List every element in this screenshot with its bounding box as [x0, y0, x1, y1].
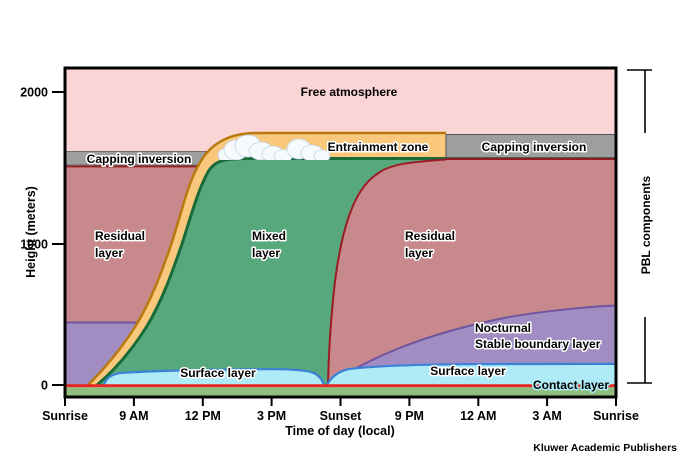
mixed-layer-label-line2: layer: [252, 246, 280, 260]
x-axis-ticks: [64, 398, 617, 406]
pbl-bracket-lines: [627, 69, 652, 384]
evening-boundary-curve: [327, 158, 447, 386]
capping-inversion-left-label: Capping inversion: [87, 152, 192, 166]
y-axis-ticks: [52, 91, 64, 386]
nocturnal-label-line1: Nocturnal: [475, 321, 531, 335]
mixed-layer-top-line: [96, 157, 446, 387]
free-atmosphere-label: Free atmosphere: [301, 85, 398, 99]
y-axis-label: Height (meters): [24, 186, 38, 278]
y-tick-2000: 2000: [20, 86, 48, 100]
stable-layer-topline: [329, 304, 616, 386]
residual-layer-right-label-line2: layer: [405, 246, 433, 260]
surface-layer-day-label: Surface layer: [180, 366, 256, 380]
x-axis-label: Time of day (local): [285, 424, 395, 438]
mixed-layer-region: [97, 158, 446, 385]
capping-inversion-right-bar: [445, 134, 616, 158]
entrainment-zone-label: Entrainment zone: [328, 140, 429, 154]
x-tick-3pm: 3 PM: [257, 409, 286, 423]
surface-layer-night-topline: [326, 362, 616, 386]
publisher-credit: Kluwer Academic Publishers: [533, 442, 677, 454]
x-tick-12pm: 12 PM: [185, 409, 221, 423]
pbl-components-label: PBL components: [639, 175, 653, 274]
y-tick-1000: 1000: [20, 238, 48, 252]
residual-layer-right-label-line1: Residual: [405, 229, 455, 243]
surface-layer-night-region: [327, 363, 616, 385]
plot-frame: [63, 66, 618, 399]
x-tick-sunset: Sunset: [320, 409, 363, 423]
x-tick-sunrise-am: Sunrise: [42, 409, 88, 423]
x-tick-9am: 9 AM: [119, 409, 148, 423]
capping-inversion-right-label: Capping inversion: [482, 140, 587, 154]
stable-layer-left-region: [65, 322, 137, 385]
x-tick-9pm: 9 PM: [395, 409, 424, 423]
x-tick-3am: 3 AM: [532, 409, 561, 423]
surface-layer-night-label: Surface layer: [430, 364, 506, 378]
ground-strip: [65, 387, 616, 397]
clouds-icon: [217, 134, 331, 160]
residual-layer-left-label-line2: layer: [95, 246, 123, 260]
contact-layer-label: Contact layer: [533, 378, 609, 392]
surface-layer-day-region: [104, 369, 324, 385]
x-tick-sunrise-pm: Sunrise: [593, 409, 639, 423]
mixed-layer-label-line1: Mixed: [252, 229, 286, 243]
nocturnal-label-line2: Stable boundary layer: [475, 337, 601, 351]
surface-layer-day-topline: [102, 368, 326, 386]
entrainment-top-line: [87, 131, 446, 386]
x-tick-12am: 12 AM: [460, 409, 496, 423]
y-tick-0: 0: [41, 379, 48, 393]
residual-layer-left-label-line1: Residual: [95, 229, 145, 243]
